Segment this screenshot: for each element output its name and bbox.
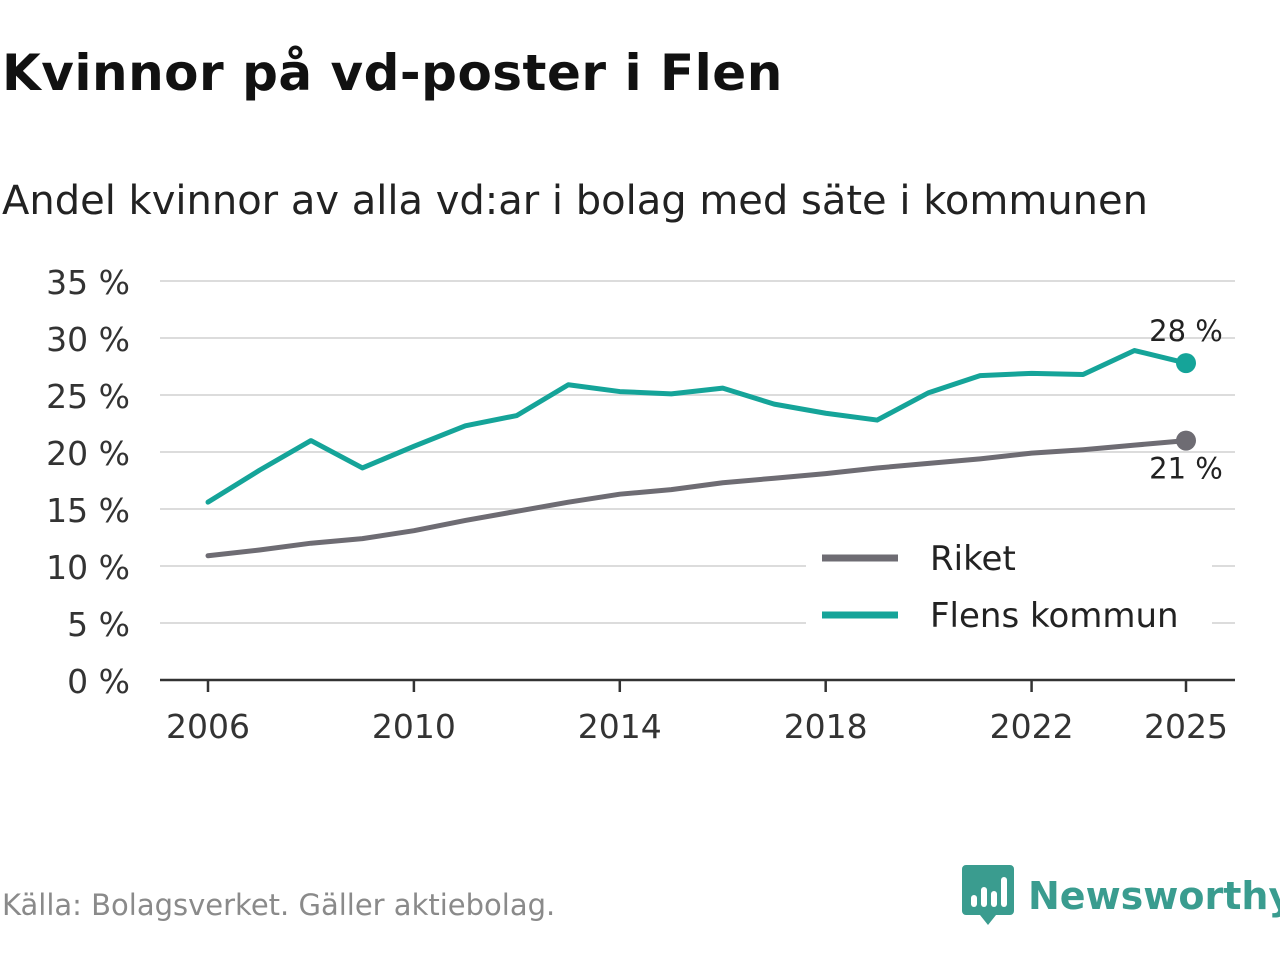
series-line-riket bbox=[205, 438, 1189, 559]
line-chart: 0 %5 %10 %15 %20 %25 %30 %35 % 2006 2010 2… bbox=[46, 263, 1235, 746]
x-tick-label: 2010 bbox=[372, 707, 456, 746]
chart-title: Kvinnor på vd-poster i Flen bbox=[2, 44, 783, 102]
brand-logo: Newsworthy bbox=[962, 864, 1280, 928]
end-point-riket bbox=[1176, 430, 1196, 451]
end-label-riket: 21 % bbox=[1149, 452, 1223, 486]
chart-subtitle: Andel kvinnor av alla vd:ar i bolag med … bbox=[2, 178, 1148, 224]
y-tick-label: 0 % bbox=[67, 662, 130, 701]
series-line-flens-kommun bbox=[205, 348, 1189, 505]
source-note: Källa: Bolagsverket. Gäller aktiebolag. bbox=[2, 888, 556, 922]
brand-name: Newsworthy bbox=[1028, 874, 1280, 918]
y-axis-ticks: 0 % 5 % 10 % 15 % 20 % 25 % 30 % 35 % bbox=[46, 263, 130, 701]
y-tick-label: 30 % bbox=[46, 320, 130, 359]
x-tick-label: 2018 bbox=[784, 707, 868, 746]
y-tick-label: 25 % bbox=[46, 377, 130, 416]
end-point-flens-kommun bbox=[1176, 353, 1196, 374]
y-tick-label: 35 % bbox=[46, 263, 130, 302]
newsworthy-logo-icon bbox=[962, 865, 1014, 925]
x-tick-label: 2022 bbox=[990, 707, 1074, 746]
series-lines: 21 % 28 % bbox=[205, 314, 1223, 559]
x-tick-label: 2006 bbox=[166, 707, 250, 746]
y-tick-label: 15 % bbox=[46, 491, 130, 530]
legend-label-riket: Riket bbox=[930, 539, 1016, 579]
y-tick-label: 10 % bbox=[46, 548, 130, 587]
x-tick-label: 2025 bbox=[1144, 707, 1228, 746]
legend-label-flens-kommun: Flens kommun bbox=[930, 596, 1179, 636]
legend: Riket Flens kommun bbox=[806, 532, 1212, 646]
y-tick-label: 20 % bbox=[46, 434, 130, 473]
end-label-flens-kommun: 28 % bbox=[1149, 314, 1223, 348]
legend-background bbox=[806, 532, 1212, 646]
x-tick-label: 2014 bbox=[578, 707, 662, 746]
y-tick-label: 5 % bbox=[67, 605, 130, 644]
x-axis: 2006 2010 2014 2018 2022 2025 bbox=[160, 678, 1235, 746]
